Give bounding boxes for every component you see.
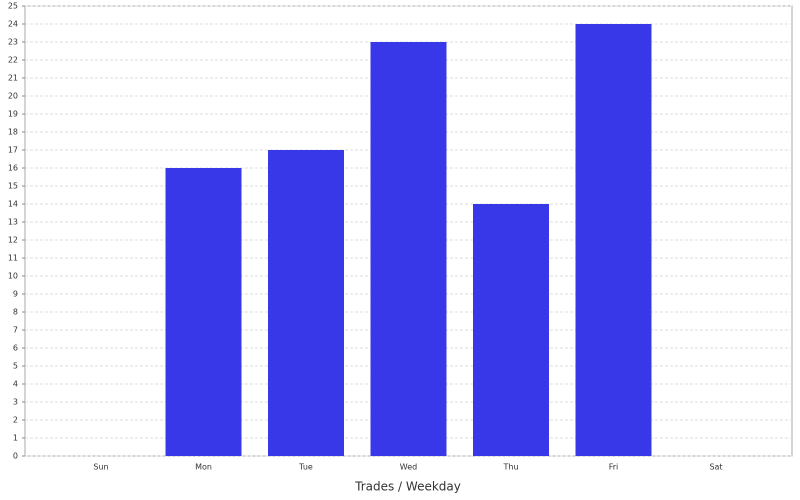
y-tick-label: 7	[13, 326, 18, 335]
y-tick-label: 17	[8, 146, 18, 155]
bar	[575, 24, 652, 456]
y-tick-label: 12	[8, 236, 18, 245]
y-tick-label: 11	[8, 254, 18, 263]
y-tick-label: 22	[8, 56, 18, 65]
y-tick-label: 19	[8, 110, 18, 119]
x-axis-label: Trades / Weekday	[354, 480, 461, 494]
y-tick-label: 9	[13, 290, 18, 299]
bar	[165, 168, 242, 456]
bar	[268, 150, 344, 456]
bar	[473, 204, 549, 456]
bar	[370, 42, 447, 456]
y-tick-label: 21	[8, 74, 18, 83]
y-tick-label: 16	[8, 164, 18, 173]
x-tick-label: Thu	[502, 463, 518, 472]
y-tick-label: 24	[8, 20, 18, 29]
y-tick-label: 10	[8, 272, 18, 281]
y-tick-label: 1	[13, 434, 18, 443]
y-tick-label: 20	[8, 92, 18, 101]
y-tick-label: 13	[8, 218, 18, 227]
y-tick-label: 14	[8, 200, 18, 209]
x-tick-label: Sat	[709, 463, 722, 472]
y-tick-label: 2	[13, 416, 18, 425]
y-tick-label: 4	[13, 380, 18, 389]
x-tick-label: Tue	[298, 463, 313, 472]
y-tick-label: 18	[8, 128, 18, 137]
y-tick-label: 6	[13, 344, 18, 353]
y-tick-label: 15	[8, 182, 18, 191]
y-tick-label: 25	[8, 2, 18, 11]
x-tick-label: Mon	[195, 463, 212, 472]
y-tick-label: 3	[13, 398, 18, 407]
y-tick-label: 0	[13, 452, 18, 461]
y-tick-label: 23	[8, 38, 18, 47]
x-tick-label: Sun	[93, 463, 108, 472]
x-tick-label: Fri	[609, 463, 619, 472]
y-tick-label: 8	[13, 308, 18, 317]
x-tick-label: Wed	[400, 463, 417, 472]
y-tick-label: 5	[13, 362, 18, 371]
